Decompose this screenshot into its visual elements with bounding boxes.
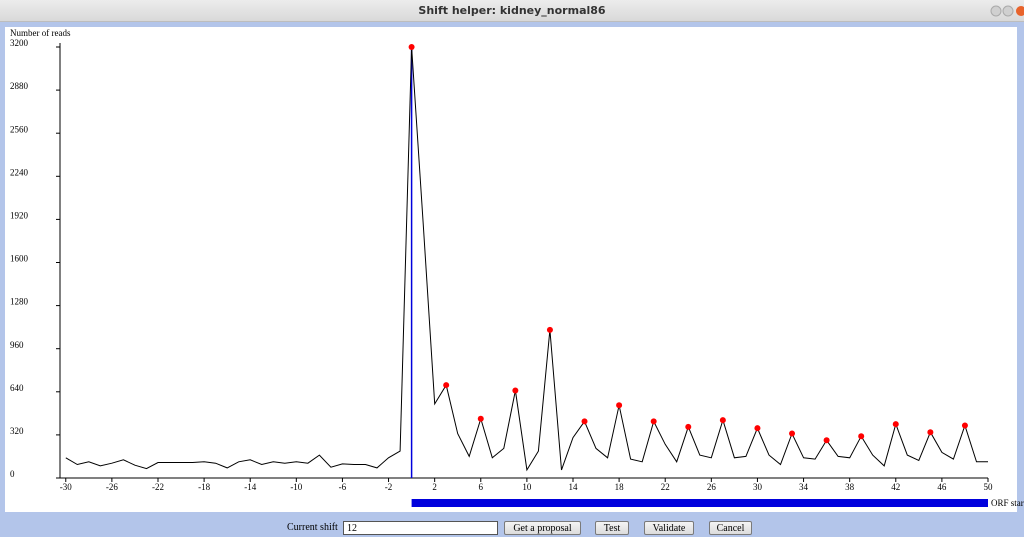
peak-point bbox=[443, 382, 450, 389]
x-tick-label: -26 bbox=[106, 482, 118, 492]
peak-point bbox=[685, 423, 692, 430]
test-button[interactable]: Test bbox=[595, 521, 629, 535]
data-line bbox=[65, 46, 988, 472]
x-axis-label: ORF start bbox=[991, 498, 1024, 508]
x-tick-label: 34 bbox=[799, 482, 809, 492]
y-tick-label: 1600 bbox=[10, 254, 29, 264]
y-tick-label: 1920 bbox=[10, 210, 29, 220]
y-tick-label: 0 bbox=[10, 469, 15, 479]
shift-input[interactable]: 12 bbox=[343, 521, 498, 535]
peak-point bbox=[719, 417, 726, 424]
x-tick-label: 6 bbox=[479, 482, 484, 492]
x-tick-label: -14 bbox=[244, 482, 256, 492]
y-tick-label: 1280 bbox=[10, 297, 29, 307]
window-buttons[interactable] bbox=[984, 0, 1024, 22]
peak-point bbox=[858, 433, 865, 440]
x-tick-label: 30 bbox=[753, 482, 763, 492]
y-tick-label: 640 bbox=[10, 383, 24, 393]
y-tick-label: 320 bbox=[10, 426, 24, 436]
x-tick-label: -18 bbox=[198, 482, 210, 492]
x-tick-label: 42 bbox=[891, 482, 900, 492]
controls: Current shift 12 Get a proposal Test Val… bbox=[0, 517, 1024, 537]
title-bar: Shift helper: kidney_normal86 bbox=[0, 0, 1024, 22]
peak-point bbox=[789, 430, 796, 437]
peak-point bbox=[650, 418, 657, 425]
peak-point bbox=[823, 437, 830, 444]
peak-point bbox=[616, 402, 623, 409]
plot-background bbox=[5, 27, 1017, 512]
y-tick-label: 3200 bbox=[10, 38, 29, 48]
chart: Number of reads 032064096012801600192022… bbox=[5, 27, 1024, 512]
cancel-button[interactable]: Cancel bbox=[709, 521, 752, 535]
peak-point bbox=[892, 421, 899, 428]
peak-point bbox=[408, 44, 415, 50]
x-tick-label: 18 bbox=[615, 482, 625, 492]
x-tick-label: 26 bbox=[707, 482, 717, 492]
validate-button[interactable]: Validate bbox=[644, 521, 694, 535]
x-tick-label: 46 bbox=[937, 482, 947, 492]
x-tick-label: -22 bbox=[152, 482, 164, 492]
proposal-button[interactable]: Get a proposal bbox=[504, 521, 581, 535]
x-tick-label: -30 bbox=[60, 482, 72, 492]
x-tick-label: 22 bbox=[661, 482, 670, 492]
window-title: Shift helper: kidney_normal86 bbox=[418, 4, 606, 17]
x-tick-label: -2 bbox=[385, 482, 393, 492]
peak-point bbox=[546, 326, 553, 333]
y-tick-label: 2240 bbox=[10, 167, 29, 177]
x-tick-label: -6 bbox=[339, 482, 347, 492]
y-tick-label: 2560 bbox=[10, 124, 29, 134]
y-tick-label: 960 bbox=[10, 340, 24, 350]
x-tick-label: 2 bbox=[432, 482, 437, 492]
peak-point bbox=[961, 422, 968, 429]
x-tick-label: 50 bbox=[984, 482, 994, 492]
y-axis-label: Number of reads bbox=[10, 28, 71, 38]
x-tick-label: 14 bbox=[568, 482, 578, 492]
orf-band bbox=[411, 499, 988, 507]
x-tick-label: 10 bbox=[522, 482, 532, 492]
peak-point bbox=[581, 418, 588, 425]
peak-point bbox=[477, 415, 484, 422]
y-tick-label: 2880 bbox=[10, 81, 29, 91]
x-tick-label: -10 bbox=[290, 482, 302, 492]
peak-point bbox=[754, 425, 761, 432]
x-tick-label: 38 bbox=[845, 482, 855, 492]
peak-point bbox=[927, 429, 934, 436]
peak-point bbox=[512, 387, 519, 394]
shift-label: Current shift bbox=[287, 522, 338, 533]
